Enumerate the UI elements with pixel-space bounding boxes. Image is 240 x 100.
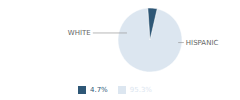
html-text:4.7%: 4.7%	[90, 86, 108, 94]
html-text:95.3%: 95.3%	[129, 86, 152, 94]
svg-text:HISPANIC: HISPANIC	[186, 39, 219, 47]
svg-text:WHITE: WHITE	[68, 29, 91, 37]
